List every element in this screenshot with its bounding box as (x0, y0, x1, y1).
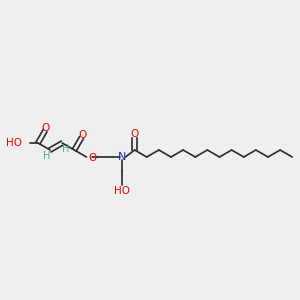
Text: O: O (42, 123, 50, 133)
Text: O: O (130, 129, 139, 139)
Text: HO: HO (6, 138, 22, 148)
Text: O: O (78, 130, 86, 140)
Text: HO: HO (115, 186, 130, 196)
Text: H: H (61, 144, 69, 154)
Text: N: N (118, 152, 127, 162)
Text: H: H (44, 151, 51, 161)
Text: O: O (88, 153, 97, 163)
